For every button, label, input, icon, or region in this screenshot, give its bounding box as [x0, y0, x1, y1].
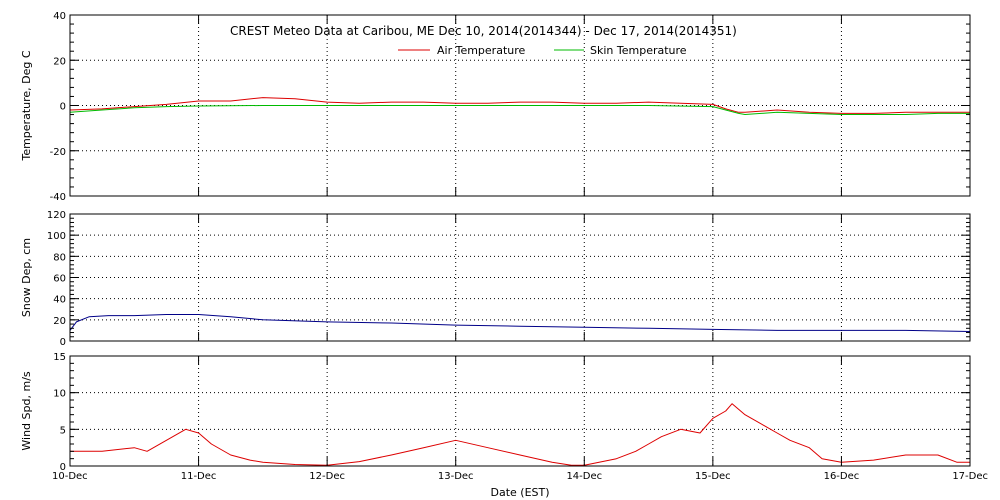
labels-layer: -40 -20 0 20 40 Temperature, Deg C 0 20 40 60 80 10… [20, 11, 988, 482]
plot-frame-temperature [69, 14, 971, 197]
series-line-temperature-air-temperature [69, 97, 970, 114]
y-tick-label-snow: 0 [60, 337, 66, 348]
plot-area-wind [70, 356, 970, 466]
x-tick-label: 13-Dec [438, 471, 474, 482]
x-tick-label: 15-Dec [695, 471, 731, 482]
x-tick-label: 10-Dec [52, 471, 88, 482]
x-tick-label: 11-Dec [181, 471, 217, 482]
frames-layer [69, 14, 971, 467]
legend: Air Temperature Skin Temperature [398, 44, 687, 57]
y-tick-label-snow: 120 [47, 210, 66, 221]
series-line-snow [69, 314, 971, 332]
y-tick-label-wind: 15 [53, 352, 66, 363]
chart-title: CREST Meteo Data at Caribou, ME Dec 10, … [230, 24, 737, 38]
y-tick-label-temperature: 0 [60, 102, 66, 113]
series-line-temperature-skin-temperature [69, 105, 970, 115]
y-axis-label-snow: Snow Dep, cm [20, 238, 33, 317]
plot-frame-wind [69, 355, 971, 467]
x-axis-label: Date (EST) [490, 486, 549, 499]
y-tick-label-snow: 40 [53, 295, 66, 306]
y-tick-label-wind: 5 [60, 425, 66, 436]
legend-label-air-temperature: Air Temperature [437, 44, 526, 57]
y-tick-label-temperature: 20 [53, 56, 66, 67]
plot-area-snow [70, 214, 970, 341]
y-tick-label-snow: 60 [53, 274, 66, 285]
y-tick-label-temperature: 40 [53, 11, 66, 22]
panels-layer [70, 15, 970, 466]
y-axis-label-wind: Wind Spd, m/s [20, 371, 33, 451]
y-tick-label-snow: 100 [47, 231, 66, 242]
x-tick-label: 17-Dec [952, 471, 988, 482]
y-tick-label-snow: 80 [53, 252, 66, 263]
x-tick-label: 12-Dec [309, 471, 345, 482]
y-tick-label-wind: 0 [60, 462, 66, 473]
x-tick-label: 16-Dec [824, 471, 860, 482]
y-tick-label-wind: 10 [53, 389, 66, 400]
y-axis-label-temperature: Temperature, Deg C [20, 50, 33, 161]
legend-label-skin-temperature: Skin Temperature [590, 44, 687, 57]
y-tick-label-temperature: -40 [50, 192, 66, 203]
y-tick-label-temperature: -20 [50, 147, 66, 158]
y-tick-label-snow: 20 [53, 316, 66, 327]
plot-frame-snow [69, 213, 971, 342]
x-tick-label: 14-Dec [566, 471, 602, 482]
